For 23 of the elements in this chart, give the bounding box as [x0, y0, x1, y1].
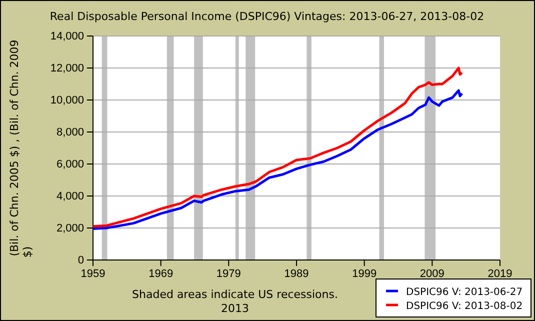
- x-tick-label: 1989: [284, 268, 309, 280]
- x-tick-label: 1979: [216, 268, 241, 280]
- y-axis-title: (Bil. of Chn. 2005 $) , (Bil. of Chn. 2009 $): [8, 40, 34, 258]
- x-tick-label: 1969: [148, 268, 174, 280]
- text: 2013: [221, 302, 249, 315]
- y-tick-label: 6,000: [56, 158, 84, 171]
- legend-label: DSPIC96 V: 2013-06-27: [406, 287, 523, 298]
- legend-label: DSPIC96 V: 2013-08-02: [406, 301, 523, 312]
- y-tick-label: 14,000: [50, 30, 84, 43]
- y-tick-label: 4,000: [56, 190, 84, 203]
- y-tick-label: 10,000: [50, 94, 84, 107]
- x-tick-label: 2009: [420, 268, 444, 280]
- y-tick-label: 2,000: [56, 222, 84, 235]
- x-tick-label: 1999: [352, 268, 377, 280]
- text: Shaded areas indicate US recessions.: [132, 288, 338, 301]
- chart-title: Real Disposable Personal Income (DSPIC96) Vintages: 2013-06-27, 2013-08-02: [50, 10, 484, 23]
- y-tick-label: 0: [78, 254, 84, 267]
- line-series: [92, 66, 464, 228]
- y-tick-label: 12,000: [50, 62, 84, 75]
- line-series: [92, 89, 464, 230]
- x-tick-label: 2019: [488, 268, 512, 280]
- x-tick-label: 1959: [80, 268, 106, 280]
- y-tick-label: 8,000: [56, 126, 84, 139]
